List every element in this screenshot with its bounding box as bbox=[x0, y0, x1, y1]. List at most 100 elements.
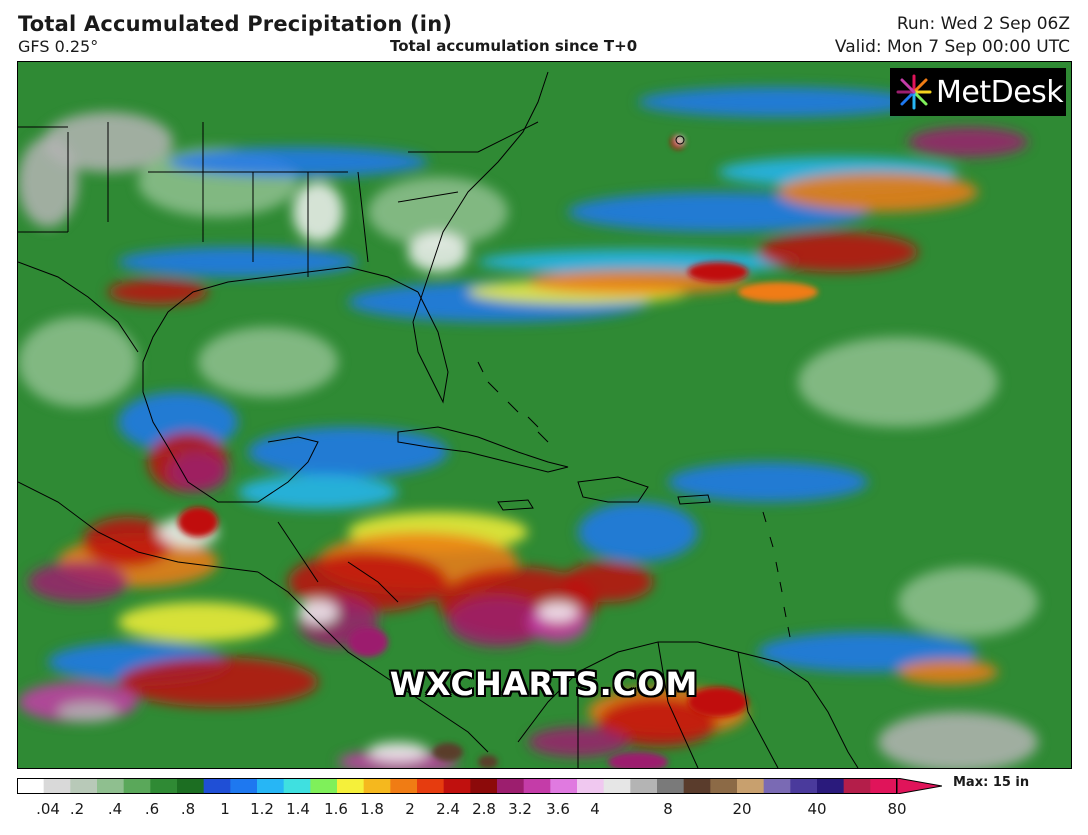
color-scale-tick-label: .04 bbox=[36, 800, 60, 818]
metdesk-burst-icon bbox=[896, 74, 932, 110]
color-scale-tick-label: 2 bbox=[405, 800, 415, 818]
precip-area-grey bbox=[58, 702, 118, 722]
color-scale-swatch bbox=[737, 778, 765, 794]
precip-area-white bbox=[298, 599, 338, 625]
color-scale-tick-label: 1 bbox=[220, 800, 230, 818]
precip-area-blue bbox=[638, 87, 918, 117]
color-scale-tick-label: 1.2 bbox=[250, 800, 274, 818]
precip-area-purple bbox=[448, 597, 548, 647]
color-scale-tick-label: 8 bbox=[663, 800, 673, 818]
color-scale-tick-label: .6 bbox=[144, 800, 160, 818]
color-scale-swatch bbox=[497, 778, 525, 794]
color-scale-swatch bbox=[443, 778, 471, 794]
color-scale-swatch bbox=[17, 778, 45, 794]
precip-area-cyan bbox=[238, 474, 398, 510]
color-scale-swatch bbox=[150, 778, 178, 794]
color-scale-swatch bbox=[603, 778, 631, 794]
color-scale-tick-label: .2 bbox=[69, 800, 85, 818]
color-scale-swatch bbox=[550, 778, 578, 794]
precip-area-white bbox=[538, 602, 578, 622]
precip-area-orange bbox=[778, 172, 978, 212]
metdesk-logo-text: MetDesk bbox=[936, 74, 1064, 110]
precip-area-red bbox=[83, 517, 173, 567]
color-scale-swatch bbox=[577, 778, 605, 794]
color-scale-border bbox=[17, 778, 897, 794]
color-scale-tick-label: 2.4 bbox=[436, 800, 460, 818]
color-scale-max-arrow bbox=[896, 778, 942, 794]
color-scale-swatch bbox=[43, 778, 71, 794]
color-scale-tick-label: 20 bbox=[732, 800, 752, 818]
map-canvas bbox=[18, 62, 1071, 768]
color-scale-swatch bbox=[203, 778, 231, 794]
precip-area-red bbox=[563, 562, 653, 602]
color-scale-tick-label: 1.6 bbox=[324, 800, 348, 818]
precip-area-red bbox=[288, 552, 448, 612]
color-scale-swatch bbox=[123, 778, 151, 794]
precip-area-yellow bbox=[118, 602, 278, 642]
precip-area-blue bbox=[118, 247, 358, 277]
color-scale-swatch bbox=[310, 778, 338, 794]
metdesk-logo: MetDesk bbox=[890, 68, 1066, 116]
color-scale-swatch bbox=[97, 778, 125, 794]
precip-area-white bbox=[293, 182, 343, 242]
precip-core-purple bbox=[608, 752, 668, 768]
color-scale-swatch bbox=[177, 778, 205, 794]
precip-area-grey bbox=[878, 712, 1038, 768]
precip-core-orange bbox=[738, 282, 818, 302]
precip-core-purple bbox=[348, 627, 388, 657]
precip-core-white bbox=[676, 136, 684, 144]
precip-area-blue bbox=[168, 147, 428, 177]
color-scale-tick-label: 80 bbox=[887, 800, 907, 818]
color-scale-swatch bbox=[417, 778, 445, 794]
coastlines-borders bbox=[18, 71, 859, 768]
precip-core-red bbox=[178, 507, 218, 537]
color-scale-swatch bbox=[710, 778, 738, 794]
color-scale-swatch bbox=[470, 778, 498, 794]
precip-area-blue bbox=[248, 427, 448, 477]
color-scale-bar bbox=[17, 778, 942, 794]
color-scale-swatch bbox=[337, 778, 365, 794]
precip-area-light bbox=[798, 337, 998, 427]
accumulation-description: Total accumulation since T+0 bbox=[390, 37, 638, 55]
color-scale-swatch bbox=[283, 778, 311, 794]
precip-core-brown bbox=[478, 755, 498, 768]
precip-area-purple bbox=[908, 127, 1028, 157]
color-scale-swatch bbox=[870, 778, 898, 794]
color-scale-tick-label: .8 bbox=[180, 800, 196, 818]
precip-area-red bbox=[108, 279, 208, 305]
precip-core-brown bbox=[433, 743, 463, 761]
precip-area-light bbox=[18, 317, 138, 407]
precip-core-red bbox=[688, 687, 748, 717]
precip-area-light bbox=[198, 327, 338, 397]
precipitation-map: MetDesk bbox=[17, 61, 1072, 769]
precip-area-light bbox=[368, 177, 508, 247]
valid-time: Valid: Mon 7 Sep 00:00 UTC bbox=[834, 37, 1070, 57]
precip-area-purple bbox=[28, 562, 128, 602]
precip-area-purple bbox=[168, 452, 228, 492]
color-scale-ticks: .04 .2 .4 .6 .8 1 1.2 1.4 1.6 1.8 2 2.4 2.8 3.2 3.6 4 8 2… bbox=[0, 800, 1088, 820]
precip-area-red bbox=[118, 657, 318, 707]
color-scale-swatch bbox=[390, 778, 418, 794]
color-scale-swatch bbox=[683, 778, 711, 794]
color-scale-tick-label: 2.8 bbox=[472, 800, 496, 818]
color-scale-swatch bbox=[790, 778, 818, 794]
color-scale-tick-label: 4 bbox=[590, 800, 600, 818]
precip-area-blue bbox=[578, 502, 698, 562]
color-scale-tick-label: .4 bbox=[107, 800, 123, 818]
color-scale-swatch bbox=[523, 778, 551, 794]
precip-area-red bbox=[598, 697, 718, 747]
wxcharts-watermark: WXCHARTS.COM bbox=[389, 665, 699, 703]
color-scale-swatch bbox=[817, 778, 845, 794]
color-scale-swatch bbox=[657, 778, 685, 794]
precip-area-blue bbox=[668, 462, 868, 502]
precip-area-red bbox=[758, 232, 918, 272]
chart-title: Total Accumulated Precipitation (in) bbox=[18, 12, 453, 36]
color-scale-swatch bbox=[630, 778, 658, 794]
color-scale-swatch bbox=[230, 778, 258, 794]
max-value-label: Max: 15 in bbox=[953, 775, 1030, 790]
precip-area-orange bbox=[898, 659, 998, 685]
color-scale-tick-label: 3.2 bbox=[508, 800, 532, 818]
precipitation-detail bbox=[178, 135, 818, 768]
model-label: GFS 0.25° bbox=[18, 37, 99, 56]
color-scale-swatch bbox=[70, 778, 98, 794]
